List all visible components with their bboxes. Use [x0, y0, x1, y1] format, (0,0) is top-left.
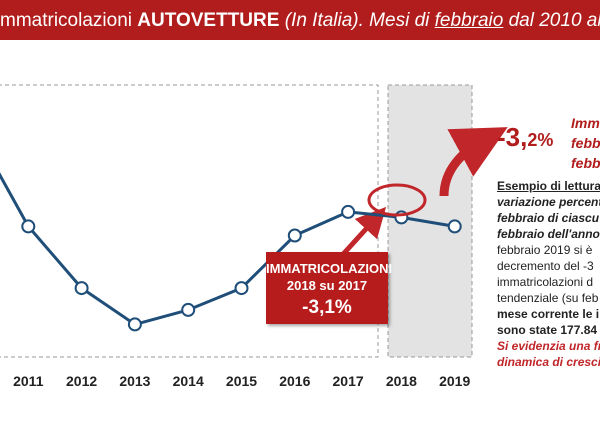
panel-line-8: tendenziale (su feb	[497, 291, 599, 305]
data-point-2014	[181, 302, 196, 317]
highlight-percentage: -3,2%	[497, 122, 553, 153]
panel-line-12: dinamica di crescit	[497, 355, 600, 369]
highlight-pct-small: 2%	[527, 130, 554, 150]
callout-line2: 2018 su 2017	[286, 278, 368, 293]
panel-line-3: febbraio di ciascu	[497, 211, 600, 225]
data-point-2019	[447, 219, 462, 234]
x-tick-2011: 2011	[13, 373, 44, 389]
x-tick-2019: 2019	[439, 373, 470, 389]
panel-line-1: Esempio di lettura	[497, 179, 600, 193]
highlight-ellipse	[367, 183, 427, 217]
x-tick-2012: 2012	[66, 373, 97, 389]
highlight-note: Imm febb febb	[571, 113, 600, 173]
title-italic: (In Italia). Mesi di	[279, 10, 435, 31]
panel-line-11: Si evidenzia una fr	[497, 339, 600, 353]
highlight-note-line1: Imm	[571, 115, 600, 131]
callout-value: -3,1%	[302, 297, 352, 318]
panel-line-2: variazione percent	[497, 195, 600, 209]
data-point-2012	[74, 281, 89, 296]
data-point-2013	[127, 317, 142, 332]
callout-line1: IMMATRICOLAZIONI	[266, 261, 393, 276]
panel-line-5: febbraio 2019 si è	[497, 243, 593, 257]
panel-line-6: decremento del -3	[497, 259, 594, 273]
x-tick-2016: 2016	[279, 373, 310, 389]
panel-line-9: mese corrente le i	[497, 307, 600, 321]
panel-line-4: febbraio dell'anno	[497, 227, 600, 241]
x-tick-2013: 2013	[119, 373, 150, 389]
highlight-arrow	[439, 127, 508, 197]
reading-example-panel: Esempio di lettura variazione percent fe…	[497, 178, 600, 378]
panel-line-10: sono state 177.84	[497, 323, 598, 337]
x-tick-2015: 2015	[226, 373, 257, 389]
dashed-frame	[0, 84, 379, 358]
highlight-pct-main: -3,	[497, 122, 528, 152]
chart-title: mmatricolazioni AUTOVETTURE (In Italia).…	[0, 10, 600, 32]
title-suffix: dal 2010 al 201	[508, 10, 600, 31]
data-point-2016	[287, 228, 302, 243]
title-bold: AUTOVETTURE	[137, 10, 280, 31]
line-chart: 2010201120122013201420152016201720182019	[0, 84, 508, 389]
dashed-frame-2019	[387, 84, 473, 358]
data-point-2015	[234, 281, 249, 296]
x-tick-2014: 2014	[173, 373, 204, 389]
series-line	[0, 172, 455, 326]
callout-box: IMMATRICOLAZIONI 2018 su 2017 -3,1%	[266, 252, 393, 324]
highlight-note-line2: febb	[571, 135, 600, 151]
title-underlined: febbraio	[434, 10, 504, 31]
x-tick-2018: 2018	[386, 373, 417, 389]
title-bar: mmatricolazioni AUTOVETTURE (In Italia).…	[0, 0, 600, 40]
highlight-note-line3: febb	[571, 155, 600, 171]
x-tick-2017: 2017	[333, 373, 364, 389]
title-prefix: mmatricolazioni	[0, 10, 138, 31]
data-point-2017	[341, 204, 356, 219]
data-point-2011	[21, 219, 36, 234]
panel-line-7: immatricolazioni d	[497, 275, 594, 289]
